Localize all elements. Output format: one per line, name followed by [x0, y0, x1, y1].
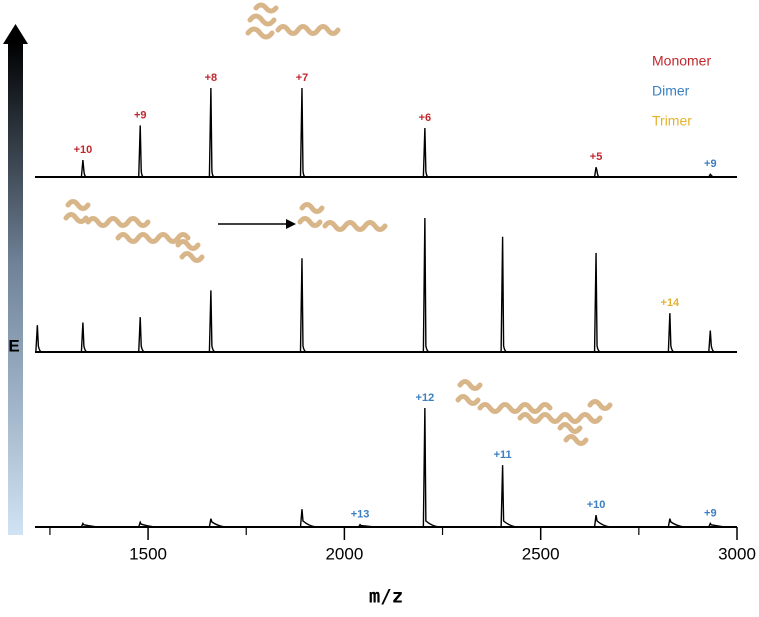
x-tick-label: 2000 [325, 544, 363, 563]
peak [500, 465, 517, 528]
peak [138, 317, 145, 353]
peak [208, 290, 216, 353]
peak-label: +14 [661, 297, 681, 309]
peak [593, 252, 601, 353]
peak [299, 87, 306, 178]
x-tick-label: 2500 [522, 544, 560, 563]
peak [357, 523, 375, 528]
x-tick-label: 1500 [129, 544, 167, 563]
peak [667, 518, 684, 528]
peak-label: +10 [587, 499, 606, 511]
peak [80, 322, 88, 353]
peak [593, 167, 600, 178]
peak-label: +9 [704, 507, 717, 519]
peak [208, 87, 215, 178]
peak-label: +9 [134, 109, 147, 121]
peak-label: +7 [296, 72, 309, 84]
peak [422, 407, 439, 528]
legend-label: Trimer [652, 113, 692, 129]
arrow-head [286, 219, 296, 229]
peak [422, 217, 430, 353]
peak [708, 521, 725, 528]
peak [422, 128, 429, 178]
peak-label: +9 [704, 158, 717, 170]
peak-label: +8 [205, 72, 218, 84]
peak [708, 330, 715, 353]
peak [299, 509, 317, 528]
peak-label: +12 [416, 392, 435, 404]
protein-monomer [245, 2, 341, 40]
peak [500, 236, 507, 353]
energy-arrow [3, 24, 28, 535]
peak [138, 125, 144, 178]
protein-trimer [455, 379, 613, 446]
legend-label: Monomer [652, 53, 711, 69]
peak-label: +10 [74, 144, 93, 156]
peak-label: +6 [419, 112, 432, 124]
peak-label: +13 [351, 509, 370, 521]
protein-dimer [63, 199, 205, 263]
x-axis-label: m/z [369, 586, 403, 608]
peak [667, 313, 675, 353]
peak [35, 325, 42, 353]
peak-label: +5 [590, 151, 603, 163]
y-axis-label: E [8, 336, 19, 355]
legend-label: Dimer [652, 83, 690, 99]
x-tick-label: 3000 [718, 544, 756, 563]
peak [593, 514, 611, 528]
peak [138, 520, 155, 528]
peak-label: +11 [494, 449, 512, 461]
peak [208, 518, 225, 528]
protein-monomer [297, 202, 388, 232]
peak [80, 160, 87, 178]
peak [708, 173, 714, 178]
peak [299, 258, 307, 353]
peak [80, 521, 97, 528]
